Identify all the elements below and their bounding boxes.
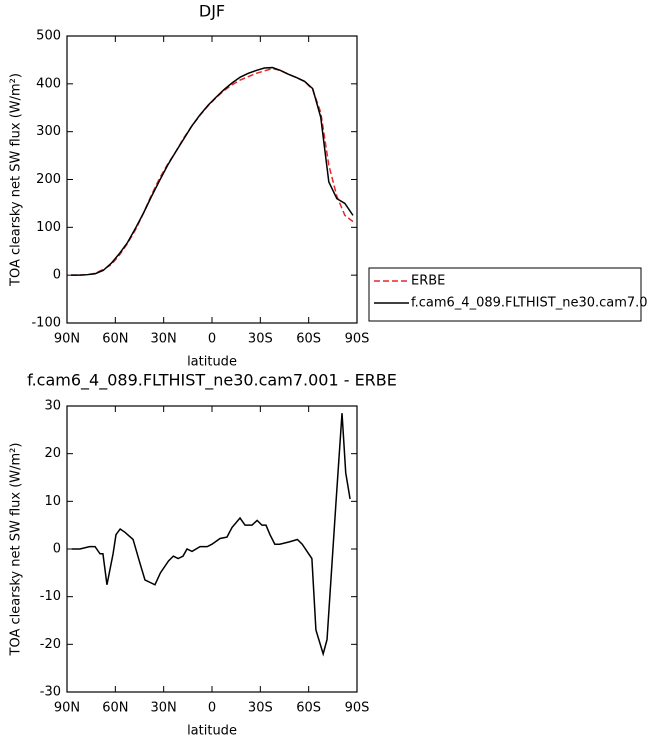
plot-frame (66, 405, 358, 693)
legend-label: ERBE (411, 274, 445, 289)
y-axis-label: TOA clearsky net SW flux (W/m²) (9, 73, 24, 287)
chart-title: f.cam6_4_089.FLTHIST_ne30.cam7.001 - ERB… (27, 371, 397, 391)
y-tick-label: -10 (40, 589, 61, 604)
x-tick-label: 30S (248, 701, 273, 716)
y-tick-label: 0 (53, 542, 61, 557)
x-tick-label: 90S (345, 701, 370, 716)
y-axis-label: TOA clearsky net SW flux (W/m²) (9, 443, 24, 657)
x-tick-label: 30N (151, 701, 177, 716)
y-tick-label: 200 (36, 172, 61, 187)
series-line (71, 66, 354, 276)
legend-box (368, 267, 642, 322)
x-axis-label: latitude (187, 355, 237, 370)
series-line (71, 67, 354, 276)
y-tick-label: 30 (44, 399, 61, 414)
y-tick-label: 0 (53, 268, 61, 283)
x-tick-label: 60N (102, 332, 128, 347)
x-tick-label: 0 (208, 332, 216, 347)
x-tick-label: 60S (296, 701, 321, 716)
chart-title: DJF (199, 2, 225, 21)
plot-frame (66, 35, 358, 324)
legend-label: f.cam6_4_089.FLTHIST_ne30.cam7.001 (411, 296, 647, 311)
series-line (71, 413, 351, 657)
x-tick-label: 60N (102, 701, 128, 716)
x-tick-label: 30N (151, 332, 177, 347)
y-tick-label: -100 (31, 316, 61, 331)
y-tick-label: 100 (36, 220, 61, 235)
y-tick-label: 400 (36, 76, 61, 91)
y-tick-label: -30 (40, 685, 61, 700)
x-tick-label: 90N (54, 332, 80, 347)
y-tick-label: 10 (44, 494, 61, 509)
y-tick-label: 20 (44, 446, 61, 461)
x-tick-label: 60S (296, 332, 321, 347)
x-tick-label: 30S (248, 332, 273, 347)
x-axis-label: latitude (187, 724, 237, 739)
y-tick-label: 300 (36, 124, 61, 139)
y-tick-label: -20 (40, 637, 61, 652)
x-tick-label: 90N (54, 701, 80, 716)
x-tick-label: 0 (208, 701, 216, 716)
y-tick-label: 500 (36, 29, 61, 44)
x-tick-label: 90S (345, 332, 370, 347)
